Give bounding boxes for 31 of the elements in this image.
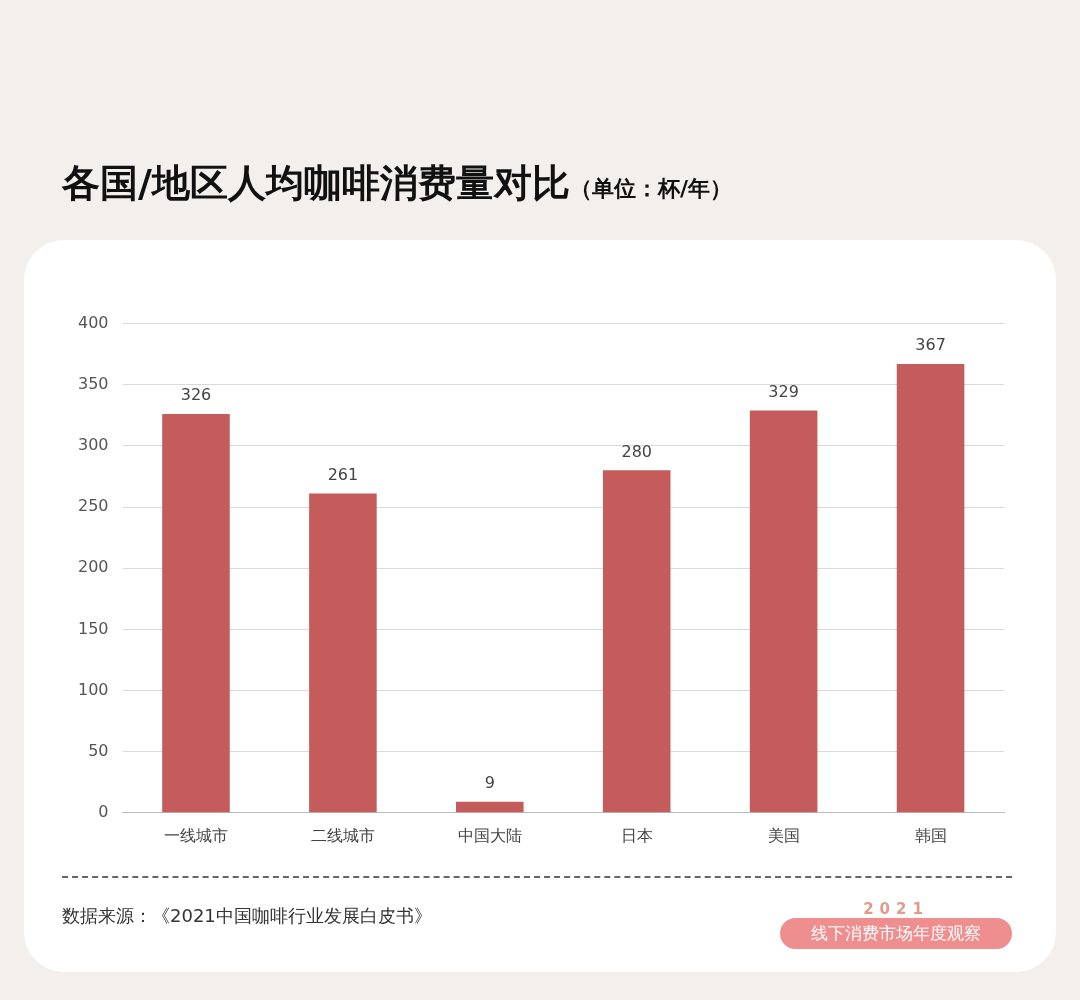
bar (602, 470, 671, 813)
text: 2021 (862, 900, 930, 918)
data-label: 326 (180, 385, 212, 405)
y-tick-label: 400 (77, 312, 109, 332)
bar (749, 410, 818, 813)
x-tick-label: 美国 (767, 825, 800, 845)
chart-subtitle: （单位：杯/年） (569, 176, 732, 201)
y-tick-label: 300 (77, 435, 109, 455)
y-tick-label: 250 (77, 496, 109, 516)
x-tick-label: 二线城市 (310, 825, 375, 845)
data-label: 280 (621, 441, 652, 461)
x-tick-label: 一线城市 (163, 825, 228, 845)
y-tick-label: 150 (77, 618, 109, 638)
data-label: 261 (327, 464, 359, 484)
bar (162, 414, 230, 813)
bar (456, 801, 524, 813)
data-label: 367 (915, 335, 946, 355)
data-label: 9 (484, 772, 495, 792)
x-tick-label: 中国大陆 (457, 825, 522, 845)
y-tick-label: 200 (77, 557, 109, 577)
bar (896, 363, 965, 813)
x-tick-label: 日本 (620, 825, 653, 845)
x-tick-label: 韩国 (914, 825, 947, 845)
bar (309, 493, 377, 813)
y-tick-label: 0 (98, 801, 109, 821)
y-tick-label: 100 (77, 679, 109, 699)
y-tick-label: 50 (88, 740, 109, 760)
text: 线下消费市场年度观察 (780, 918, 1012, 949)
source-note: 数据来源：《2021中国咖啡行业发展白皮书》 (62, 905, 432, 926)
y-tick-label: 350 (77, 373, 109, 393)
data-label: 329 (768, 381, 799, 401)
